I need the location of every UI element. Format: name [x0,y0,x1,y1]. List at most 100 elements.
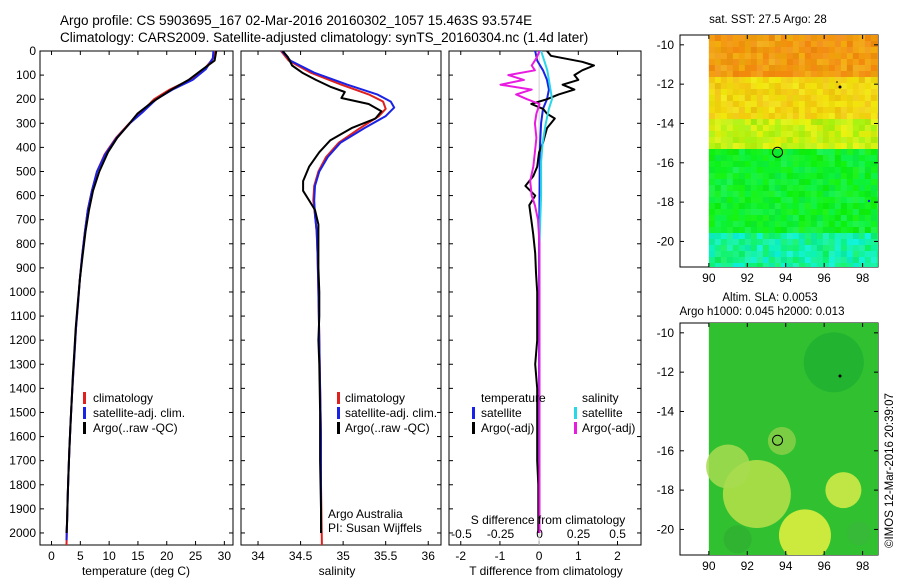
sst-cell [816,173,824,180]
sst-cell [756,185,764,192]
sst-cell [822,125,830,132]
sst-cell [846,35,854,42]
legend-temp-satellite-label: satellite [481,406,522,420]
sst-cell [786,167,794,174]
sst-cell [852,95,860,102]
sst-cell [870,95,878,102]
sst-cell [762,257,770,264]
sst-cell [810,155,818,162]
sst-cell [810,125,818,132]
sst-cell [840,203,848,210]
sst-cell [858,143,866,150]
sst-cell [714,89,722,96]
salinity-panel: 34 34.5 35 35.5 36 salinity climatology sate… [240,50,442,578]
sst-cell [762,125,770,132]
sst-cell [738,89,746,96]
sst-cell [708,263,716,267]
sst-cell [870,239,878,246]
map-ytick-label: -14 [657,116,675,130]
sst-cell [714,53,722,60]
sst-cell [744,35,752,42]
sst-cell [846,245,854,252]
sst-cell [870,131,878,138]
sst-cell [846,77,854,84]
sst-cell [864,221,872,228]
sst-cell [780,227,788,234]
sst-cell [852,131,860,138]
sst-cell [864,125,872,132]
sst-cell [876,263,878,267]
sst-cell [852,47,860,54]
sst-cell [732,251,740,258]
depth-tick-label: 1100 [10,309,36,323]
sst-cell [852,65,860,72]
sst-cell [768,185,776,192]
sst-cell [726,161,734,168]
sst-cell [810,257,818,264]
sst-cell [720,65,728,72]
sst-cell [750,53,758,60]
depth-tick-label: 200 [16,92,36,106]
sst-cell [876,191,878,198]
sst-cell [852,245,860,252]
sst-cell [822,209,830,216]
sst-cell [822,179,830,186]
sst-cell [828,119,836,126]
sst-cell [756,65,764,72]
legend-climatology-label: climatology [345,391,405,405]
depth-tick-label: 600 [16,189,36,203]
sst-cell [774,125,782,132]
sst-cell [732,131,740,138]
sst-cell [756,95,764,102]
sst-cell [738,71,746,78]
sst-cell [720,239,728,246]
sst-cell [720,203,728,210]
sst-cell [744,179,752,186]
sst-cell [744,47,752,54]
sst-cell [858,203,866,210]
sst-cell [846,89,854,96]
sst-cell [726,119,734,126]
sst-cell [852,107,860,114]
series-line-argo-raw-qc- [65,51,218,534]
sst-cell [732,101,740,108]
sst-cell [846,263,854,267]
sst-cell [870,89,878,96]
sst-cell [798,47,806,54]
sst-cell [828,41,836,48]
difference-series-group [499,51,595,545]
sst-cell [804,239,812,246]
sst-cell [870,65,878,72]
sst-cell [726,89,734,96]
temperature-plot-frame [39,50,234,546]
sst-cell [744,197,752,204]
sst-cell [858,71,866,78]
sst-cell [816,191,824,198]
sst-cell [708,245,716,252]
sst-cell [756,155,764,162]
sst-cell [858,179,866,186]
sst-cell [744,239,752,246]
sst-cell [714,257,722,264]
sst-cell [876,197,878,204]
sst-cell [762,53,770,60]
sst-cell [840,125,848,132]
sst-cell [846,179,854,186]
sst-cell [786,245,794,252]
sst-cell [708,107,716,114]
sst-cell [816,113,824,120]
sst-cell [822,257,830,264]
sst-cell [720,245,728,252]
sst-cell [756,263,764,267]
sst-cell [798,71,806,78]
sst-cell [804,101,812,108]
sst-cell [858,185,866,192]
sst-cell [792,41,800,48]
sst-cell [828,101,836,108]
sst-cell [726,185,734,192]
sst-cell [750,221,758,228]
sst-cell [852,53,860,60]
sst-cell [726,203,734,210]
sst-cell [870,167,878,174]
sst-cell [762,77,770,84]
